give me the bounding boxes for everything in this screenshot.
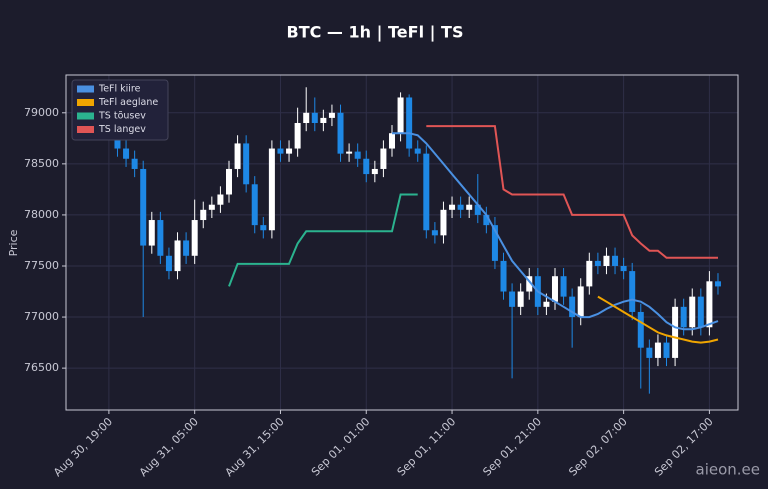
overlay-line [228,193,418,287]
candle-body [131,158,138,169]
candle-body [217,194,224,205]
candle-body [560,276,567,297]
legend-swatch [77,126,94,133]
y-tick-label: 78500 [24,157,59,170]
candle-body [251,184,258,226]
legend-swatch [77,85,94,93]
candle-body [543,301,550,307]
candle-body [474,204,481,215]
candle-body [140,168,147,246]
candle-body [491,225,498,261]
candle-body [706,281,713,328]
candle-body [183,240,190,256]
candle-body [509,291,516,307]
candle-body [286,148,293,154]
legend-label: TeFl kiire [98,84,141,95]
legend-swatch [77,112,94,120]
candle-body [243,143,250,185]
overlay-line [392,132,719,331]
candle-body [165,255,172,272]
candle-body [517,291,524,307]
candle-body [354,151,361,159]
candle-body [629,271,636,312]
candle-body [337,112,344,154]
y-axis-label: Price [7,229,20,256]
candle-body [277,148,284,154]
chart-title: BTC — 1h | TeFl | TS [287,23,464,43]
candle-body [225,168,232,195]
candle-body [466,204,473,210]
candle-body [234,143,241,169]
overlay-line [426,125,718,259]
legend-label: TS tõusev [98,111,146,122]
candle-body [603,255,610,266]
candle-body [397,97,404,134]
candle-body [500,260,507,292]
candle-body [208,204,215,210]
legend-label: TeFl aeglane [98,97,158,108]
candle-body [371,168,378,175]
candle-body [457,204,464,210]
candle-body [483,214,490,226]
candle-body [431,230,438,236]
candle-body [174,240,181,272]
candle-body [260,225,267,231]
watermark: aieon.ee [696,461,761,479]
legend-box [71,79,169,141]
y-tick-label: 77500 [24,259,59,272]
candle-body [157,220,164,256]
candle-body [612,255,619,266]
candle-body [620,265,627,272]
candle-body [294,123,301,149]
candle-body [380,148,387,169]
candle-body [191,220,198,256]
candle-body [586,260,593,287]
legend-label: TS langev [98,124,146,135]
y-tick-label: 76500 [24,361,59,374]
candle-body [526,276,533,292]
y-tick-label: 77000 [24,310,59,323]
candle-body [663,342,670,358]
marks [114,87,721,394]
candle-body [637,311,644,348]
candle-body [714,281,721,287]
candle-body [406,97,413,149]
candle-body [423,153,430,231]
candle-body [654,342,661,358]
candle-body [311,112,318,124]
candle-body [328,112,335,118]
candle-body [551,276,558,302]
candle-body [440,209,447,236]
y-tick-label: 79000 [24,106,59,119]
candle-body [320,117,327,124]
candle-body [697,296,704,328]
candle-body [646,347,653,358]
candle-body [569,296,576,318]
plot-frame [65,74,739,411]
candle-body [346,151,353,154]
overlay-line [597,295,719,344]
y-tick-label: 78000 [24,208,59,221]
candle-body [577,286,584,318]
candle-body [689,296,696,328]
candle-body [414,148,421,154]
candle-body [268,148,275,231]
candle-body [680,306,687,328]
candle-body [200,209,207,221]
candle-body [303,112,310,124]
candle-body [672,306,679,358]
legend-swatch [77,99,94,106]
candle-body [363,158,370,175]
candle-body [148,220,155,246]
candle-body [449,204,456,210]
candle-body [123,148,130,159]
candle-body [388,133,395,149]
candle-body [594,260,601,266]
legend: TeFl kiire TeFl aeglane TS tõusev TS langev [71,79,169,141]
